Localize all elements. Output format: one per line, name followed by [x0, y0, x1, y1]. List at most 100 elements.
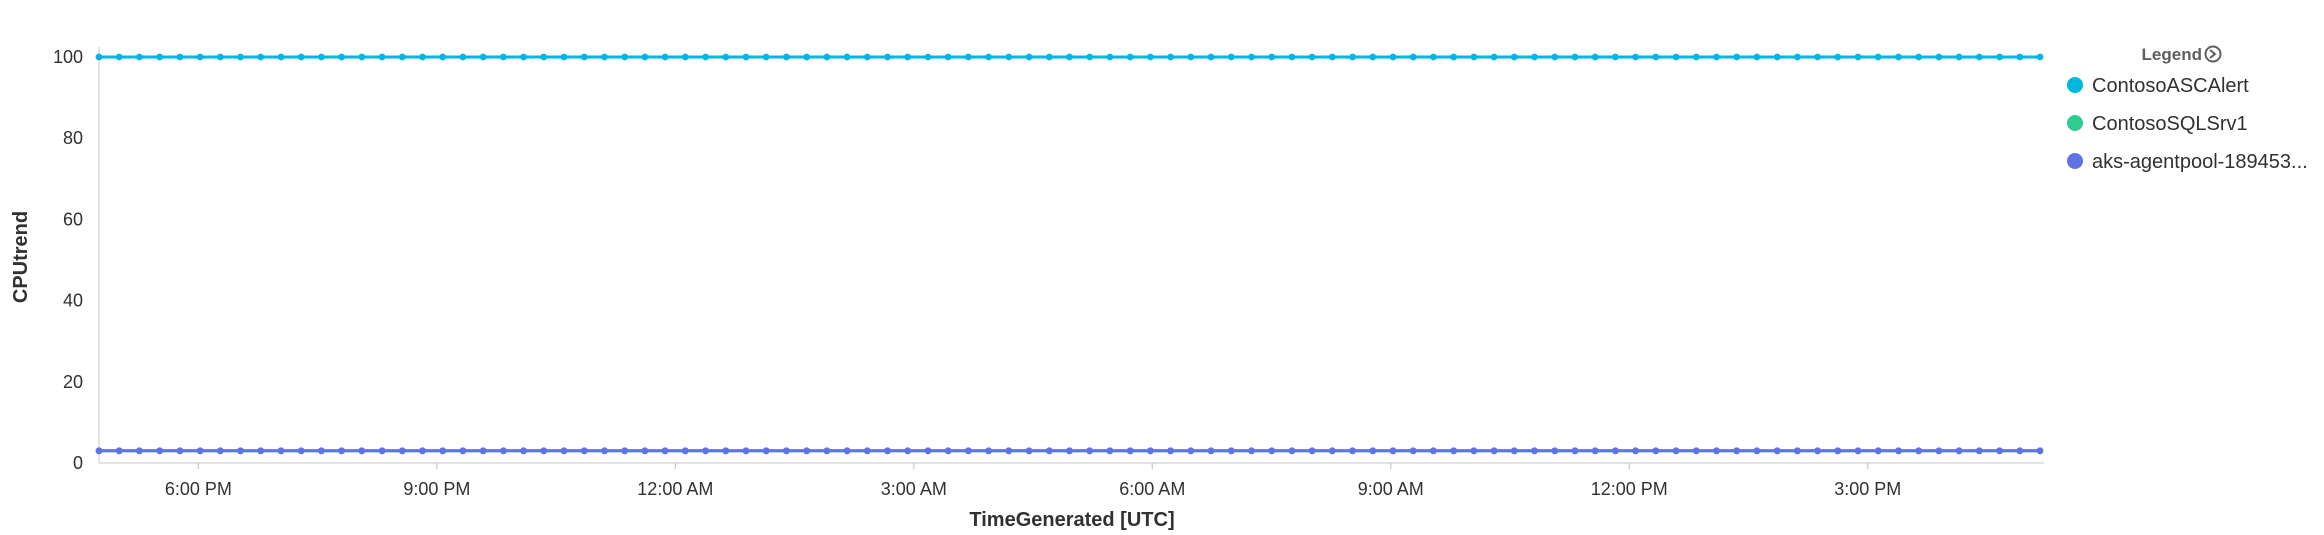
data-point [1470, 53, 1478, 61]
data-point [257, 447, 265, 455]
data-point [1167, 447, 1174, 455]
data-point [2036, 447, 2044, 455]
data-point [500, 53, 507, 61]
data-point [1308, 53, 1316, 61]
data-point [843, 53, 851, 61]
data-point [1733, 53, 1741, 61]
data-point [1915, 447, 1923, 455]
data-point [1814, 53, 1821, 61]
data-point [1430, 447, 1437, 455]
y-tick-label: 40 [63, 291, 83, 311]
data-point [439, 447, 447, 455]
data-point [1895, 447, 1902, 455]
legend-item[interactable]: ContosoSQLSrv1 [2067, 113, 2248, 135]
legend-item[interactable]: ContosoASCAlert [2067, 75, 2249, 97]
data-point [1854, 447, 1862, 455]
data-point [1935, 53, 1943, 61]
data-point [560, 447, 568, 455]
data-point [520, 53, 527, 61]
data-point [1389, 447, 1397, 455]
data-point [1328, 53, 1336, 61]
data-point [722, 447, 730, 455]
data-point [358, 53, 366, 61]
data-point [601, 53, 608, 61]
data-point [661, 53, 669, 61]
data-point [1672, 53, 1680, 61]
data-point [1409, 447, 1417, 455]
x-tick-label: 6:00 AM [1119, 479, 1185, 499]
legend-label: ContosoASCAlert [2092, 75, 2249, 97]
data-point [1814, 447, 1821, 455]
data-point [95, 53, 103, 61]
data-point [1490, 53, 1498, 61]
data-point [641, 447, 649, 455]
data-point [1005, 447, 1013, 455]
data-point [419, 53, 426, 61]
data-point [1571, 53, 1579, 61]
data-point [1531, 447, 1538, 455]
data-point [985, 53, 992, 61]
data-point [1288, 53, 1296, 61]
data-point [378, 447, 386, 455]
data-point [742, 53, 750, 61]
legend-items: ContosoASCAlert ContosoSQLSrv1 aks-agentpo… [2067, 75, 2308, 173]
data-point [196, 53, 204, 61]
legend-title: Legend [2142, 45, 2202, 64]
y-tick-label: 0 [73, 453, 83, 473]
data-point [1086, 447, 1094, 455]
data-point [156, 53, 164, 61]
legend-marker [2067, 115, 2083, 131]
data-point [1025, 53, 1033, 61]
data-point [156, 447, 164, 455]
data-point [1106, 53, 1114, 61]
data-point [965, 447, 972, 455]
data-point [783, 53, 790, 61]
data-point [1025, 447, 1033, 455]
data-point [176, 447, 184, 455]
data-point [216, 447, 224, 455]
y-tick-label: 20 [63, 372, 83, 392]
data-point [944, 447, 952, 455]
data-point [580, 53, 588, 61]
data-point [419, 447, 426, 455]
data-point [641, 53, 649, 61]
data-point [621, 447, 629, 455]
data-point [1874, 447, 1882, 455]
data-point [277, 447, 285, 455]
data-point [863, 447, 871, 455]
legend-item[interactable]: aks-agentpool-189453... [2067, 151, 2308, 173]
data-point [904, 53, 912, 61]
data-point [1106, 447, 1114, 455]
data-point [1895, 53, 1902, 61]
data-point [1834, 447, 1842, 455]
data-point [1692, 53, 1700, 61]
data-point [1551, 53, 1559, 61]
data-point [823, 447, 831, 455]
data-point [338, 447, 345, 455]
data-point [1227, 53, 1235, 61]
data-point [1955, 447, 1963, 455]
data-point [580, 447, 588, 455]
x-tick-label: 12:00 PM [1591, 479, 1668, 499]
data-point [1268, 53, 1276, 61]
data-point [479, 53, 487, 61]
data-point [681, 53, 689, 61]
data-point [1773, 53, 1781, 61]
data-point [297, 53, 305, 61]
data-point [1591, 53, 1599, 61]
legend-label: ContosoSQLSrv1 [2092, 113, 2248, 135]
data-point [1126, 53, 1134, 61]
data-point [2016, 53, 2024, 61]
data-point [985, 447, 992, 455]
legend-label: aks-agentpool-189453... [2092, 151, 2308, 173]
data-point [95, 447, 103, 455]
data-point [1349, 53, 1356, 61]
data-point [1268, 447, 1276, 455]
data-point [1935, 447, 1943, 455]
data-point [1692, 447, 1700, 455]
data-point [944, 53, 952, 61]
y-tick-label: 60 [63, 209, 83, 229]
y-axis-title: CPUtrend [10, 211, 32, 303]
legend-toggle-icon[interactable] [2204, 45, 2222, 63]
